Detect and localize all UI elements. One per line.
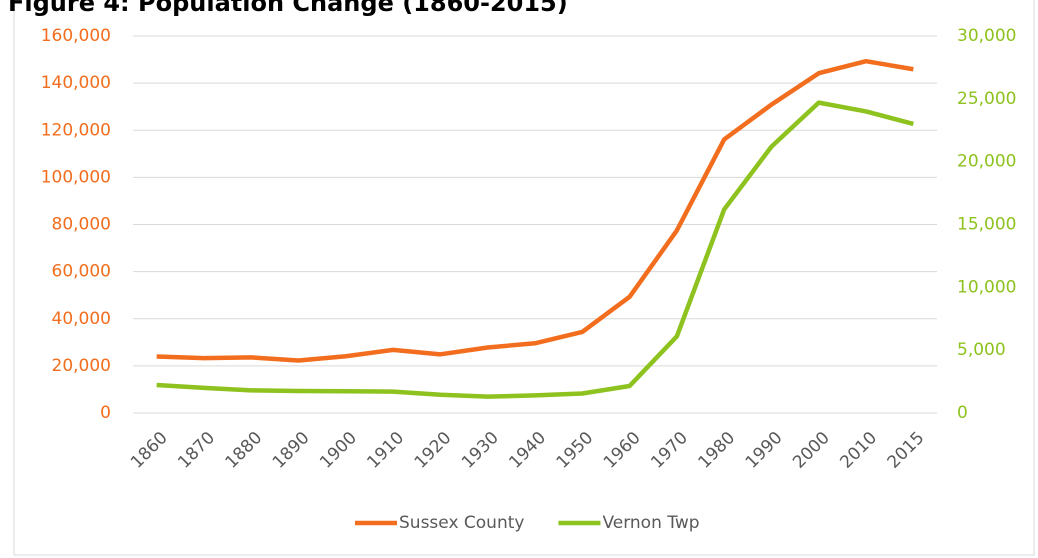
y-tick-label: 120,000 xyxy=(41,120,111,140)
x-tick-label: 1950 xyxy=(553,428,598,473)
y2-tick-label: 25,000 xyxy=(957,89,1016,109)
x-tick-label: 1930 xyxy=(458,428,503,473)
y-tick-label: 100,000 xyxy=(41,167,111,187)
y2-tick-label: 10,000 xyxy=(957,277,1016,297)
x-tick-label: 1940 xyxy=(505,428,550,473)
series-line xyxy=(156,58,914,363)
y-tick-label: 140,000 xyxy=(41,73,111,93)
legend-label: Sussex County xyxy=(399,513,524,533)
x-tick-label: 1910 xyxy=(363,428,408,473)
chart-border xyxy=(13,0,1035,556)
x-tick-label: 1920 xyxy=(411,428,456,473)
y-tick-label: 160,000 xyxy=(41,26,111,46)
chart-title: Figure 4: Population Change (1860-2015) xyxy=(8,0,568,17)
y-tick-label: 40,000 xyxy=(52,309,111,329)
x-tick-label: 1990 xyxy=(742,428,787,473)
series-line xyxy=(156,100,914,399)
x-tick-label: 2015 xyxy=(884,428,929,473)
y-tick-label: 0 xyxy=(100,403,111,423)
x-tick-label: 1970 xyxy=(647,428,692,473)
x-tick-label: 1980 xyxy=(695,428,740,473)
x-tick-label: 2010 xyxy=(836,428,881,473)
x-tick-label: 1860 xyxy=(127,428,172,473)
x-tick-label: 1870 xyxy=(174,428,219,473)
y2-tick-label: 5,000 xyxy=(957,340,1006,360)
y-tick-label: 60,000 xyxy=(52,262,111,282)
x-tick-label: 1890 xyxy=(269,428,314,473)
y2-tick-label: 30,000 xyxy=(957,26,1016,46)
legend-label: Vernon Twp xyxy=(602,513,699,533)
x-tick-label: 1900 xyxy=(316,428,361,473)
x-tick-label: 1880 xyxy=(222,428,267,473)
x-tick-label: 1960 xyxy=(600,428,645,473)
y2-tick-label: 20,000 xyxy=(957,152,1016,172)
x-tick-label: 2000 xyxy=(789,428,834,473)
y2-tick-label: 0 xyxy=(957,403,968,423)
y2-tick-label: 15,000 xyxy=(957,215,1016,235)
y-tick-label: 20,000 xyxy=(52,356,111,376)
y-tick-label: 80,000 xyxy=(52,215,111,235)
